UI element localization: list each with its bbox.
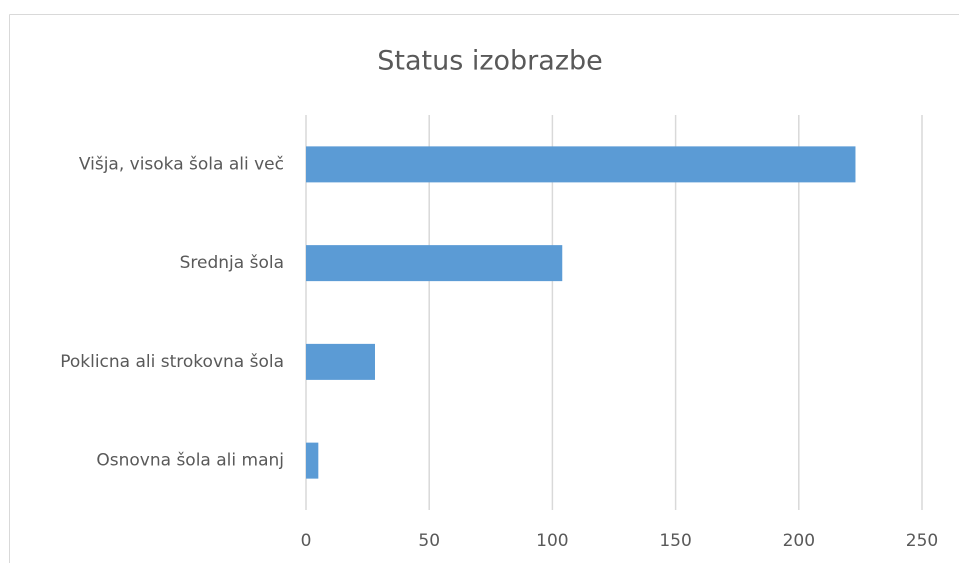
x-tick-label: 200 (783, 531, 815, 551)
x-tick-label: 250 (906, 531, 938, 551)
x-tick-label: 50 (418, 531, 440, 551)
chart-title: Status izobrazbe (377, 46, 603, 77)
y-tick-label: Srednja šola (180, 253, 284, 273)
y-tick-label: Osnovna šola ali manj (96, 451, 284, 471)
x-tick-label: 150 (659, 531, 691, 551)
bar (306, 146, 856, 183)
x-tick-label: 100 (536, 531, 568, 551)
bar (306, 245, 563, 282)
y-tick-label: Poklicna ali strokovna šola (60, 352, 284, 372)
bar (306, 442, 319, 479)
bar (306, 343, 375, 380)
y-tick-label: Višja, visoka šola ali več (79, 154, 284, 174)
x-tick-label: 0 (301, 531, 312, 551)
